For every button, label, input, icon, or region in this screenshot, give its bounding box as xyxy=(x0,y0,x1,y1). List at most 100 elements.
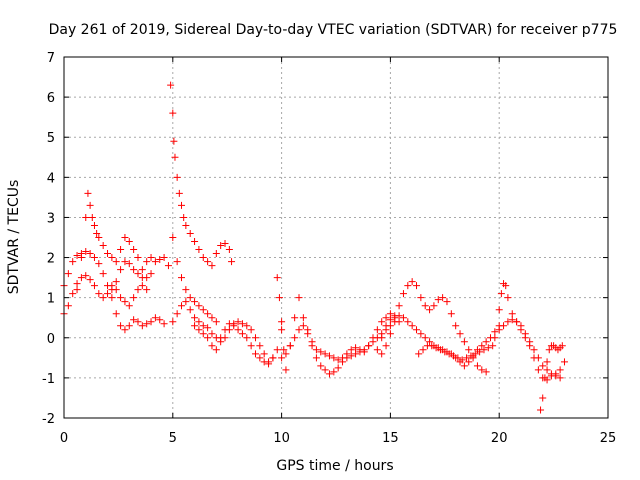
data-point xyxy=(330,368,338,376)
x-tick-label: 25 xyxy=(600,431,617,446)
data-point xyxy=(295,294,303,302)
data-point xyxy=(234,318,242,326)
data-point xyxy=(164,262,172,270)
data-point xyxy=(556,374,564,382)
grid-lines xyxy=(64,57,608,418)
x-tick-label: 20 xyxy=(491,431,508,446)
data-point xyxy=(404,282,412,290)
data-point xyxy=(178,302,186,310)
data-point xyxy=(138,266,146,274)
data-point xyxy=(282,350,290,358)
data-point xyxy=(199,254,207,262)
data-point xyxy=(482,338,490,346)
data-point xyxy=(186,306,194,314)
data-point xyxy=(339,354,347,362)
data-point xyxy=(73,280,81,288)
data-point xyxy=(90,282,98,290)
data-point xyxy=(191,322,199,330)
data-point xyxy=(317,348,325,356)
data-point xyxy=(121,258,129,266)
data-point xyxy=(347,352,355,360)
data-point xyxy=(508,316,516,324)
data-point xyxy=(82,248,90,256)
data-point xyxy=(539,394,547,402)
plot-frame xyxy=(63,56,609,419)
y-tick-label: 2 xyxy=(47,252,55,267)
x-tick-label: 10 xyxy=(273,431,290,446)
data-point xyxy=(460,338,468,346)
data-point xyxy=(508,310,516,318)
data-point xyxy=(234,326,242,334)
data-point xyxy=(134,318,142,326)
data-point xyxy=(500,322,508,330)
data-point xyxy=(130,266,138,274)
series-arc-h xyxy=(191,320,277,368)
data-point xyxy=(434,296,442,304)
data-point xyxy=(343,350,351,358)
data-point xyxy=(138,274,146,282)
data-point xyxy=(130,294,138,302)
data-point xyxy=(167,81,175,89)
data-point xyxy=(160,320,168,328)
data-point xyxy=(143,258,151,266)
data-point xyxy=(125,322,133,330)
data-point xyxy=(312,346,320,354)
data-point xyxy=(95,260,103,268)
data-point xyxy=(169,234,177,241)
series-arc-j xyxy=(278,310,403,364)
data-point xyxy=(195,326,203,334)
data-point xyxy=(465,346,473,354)
data-point xyxy=(291,314,299,322)
data-point xyxy=(465,358,473,366)
data-point xyxy=(125,302,133,310)
data-point xyxy=(495,306,503,314)
data-point xyxy=(134,286,142,294)
series-arc-m xyxy=(415,342,497,364)
data-point xyxy=(441,348,449,356)
data-point xyxy=(225,320,233,328)
data-point xyxy=(225,246,233,254)
data-point xyxy=(99,270,107,278)
x-axis-label: GPS time / hours xyxy=(276,458,393,474)
data-point xyxy=(93,229,101,237)
data-point xyxy=(178,201,186,209)
data-point xyxy=(491,334,499,342)
data-point xyxy=(399,290,407,298)
data-point xyxy=(436,346,444,354)
data-point xyxy=(256,354,264,362)
data-point xyxy=(117,322,125,330)
data-point xyxy=(419,346,427,354)
data-point xyxy=(304,326,312,334)
data-point xyxy=(491,328,499,336)
data-point xyxy=(73,286,81,294)
data-point xyxy=(543,366,551,374)
data-point xyxy=(134,270,142,278)
data-point xyxy=(208,330,216,338)
series-arc-n xyxy=(495,280,568,384)
data-point xyxy=(251,334,259,342)
data-point xyxy=(186,229,194,237)
data-point xyxy=(156,256,164,264)
y-tick-label: 5 xyxy=(47,131,55,146)
data-point xyxy=(430,302,438,310)
data-point xyxy=(360,348,368,356)
data-point xyxy=(130,316,138,324)
data-point xyxy=(382,342,390,350)
data-point xyxy=(334,356,342,364)
data-point xyxy=(121,234,129,241)
series-arc-a xyxy=(60,248,172,294)
data-point xyxy=(482,368,490,376)
data-point xyxy=(456,330,464,338)
data-point xyxy=(69,258,77,266)
data-point xyxy=(221,326,229,334)
data-point xyxy=(143,320,151,328)
data-point xyxy=(173,258,181,266)
data-point xyxy=(195,302,203,310)
data-point xyxy=(489,342,497,350)
data-point xyxy=(156,316,164,324)
data-point xyxy=(278,354,286,362)
data-point xyxy=(251,350,259,358)
data-point xyxy=(199,306,207,314)
data-point xyxy=(204,324,212,332)
data-point xyxy=(230,322,238,330)
